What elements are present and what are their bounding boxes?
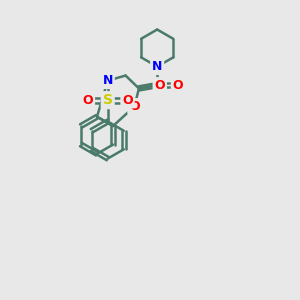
Text: O: O xyxy=(129,100,140,113)
Text: O: O xyxy=(154,79,165,92)
Text: N: N xyxy=(152,60,162,73)
Text: O: O xyxy=(172,79,183,92)
Text: S: S xyxy=(103,93,113,107)
Text: O: O xyxy=(122,94,133,107)
Text: O: O xyxy=(82,94,93,107)
Text: N: N xyxy=(103,74,113,87)
